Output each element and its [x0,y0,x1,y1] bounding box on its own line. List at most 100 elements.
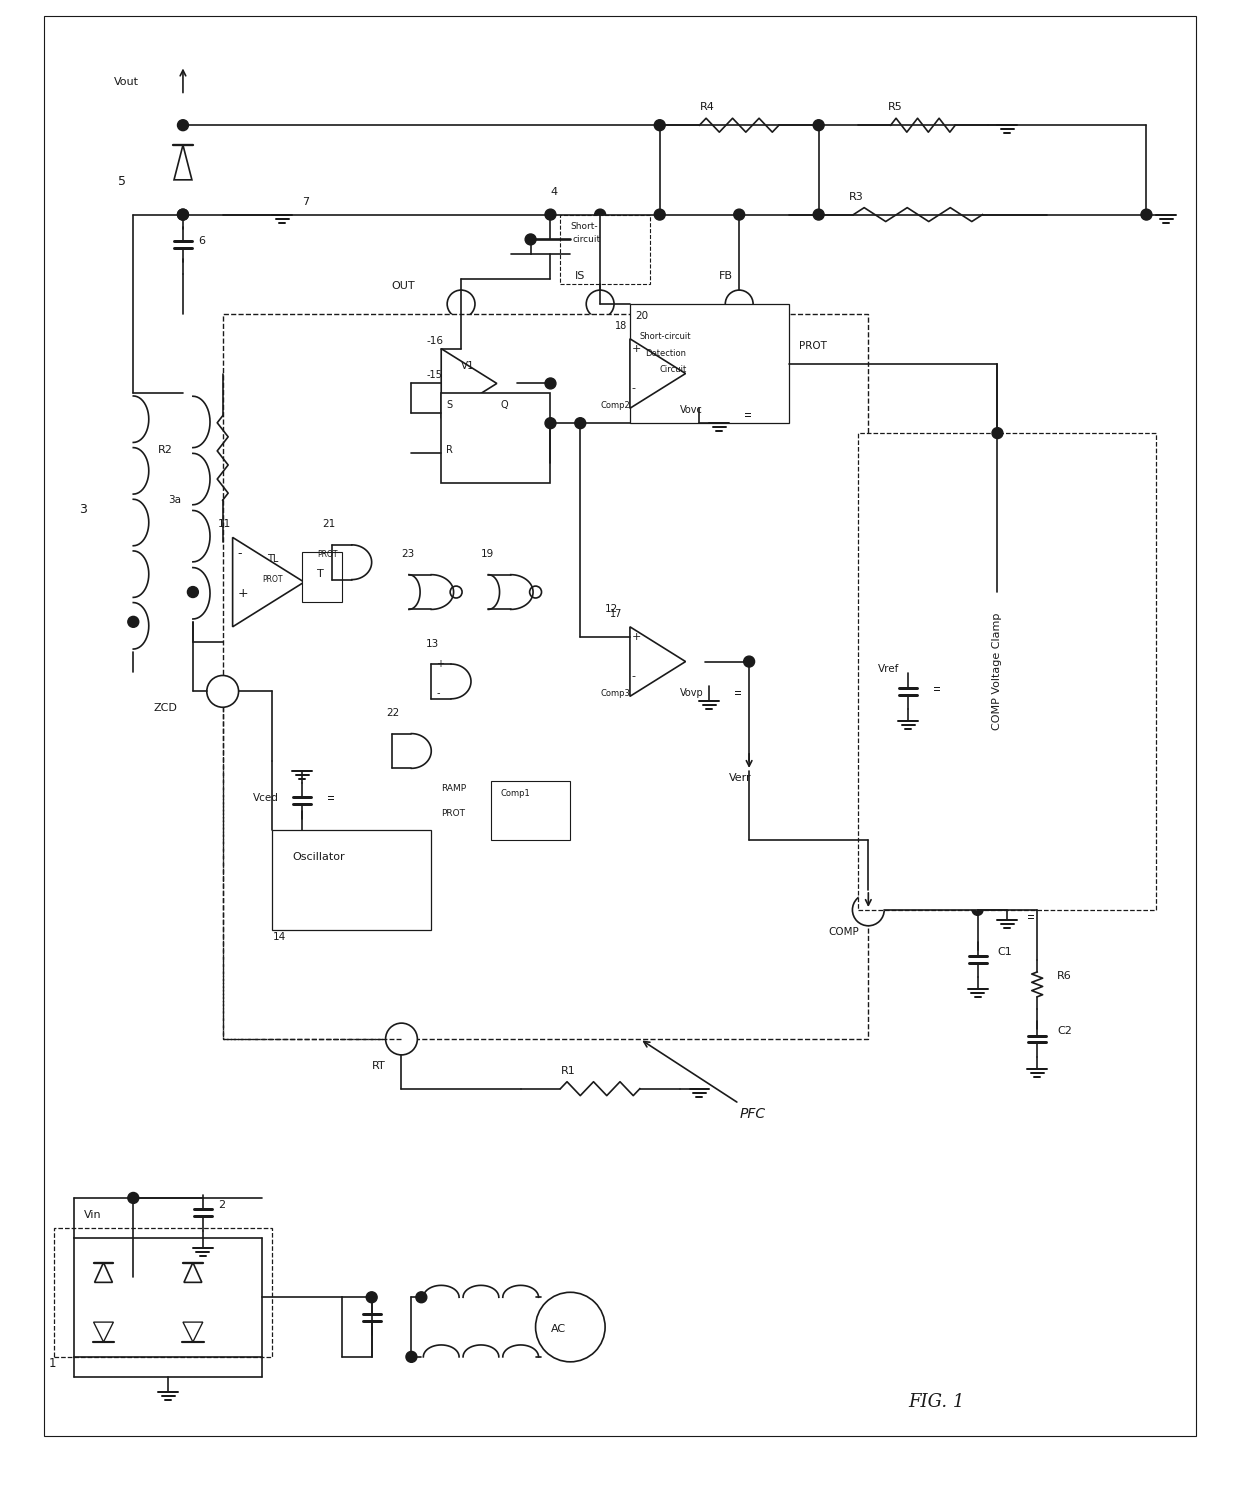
Bar [273,830,432,930]
Text: $\overline{\overline{\ }}$: $\overline{\overline{\ }}$ [744,409,750,422]
Circle shape [529,586,542,598]
Polygon shape [441,349,497,417]
Text: R3: R3 [848,192,863,201]
Text: ZCD: ZCD [154,704,177,713]
Text: S: S [446,400,453,410]
Circle shape [536,1293,605,1361]
Circle shape [655,209,665,221]
Text: Comp3: Comp3 [600,689,630,698]
Circle shape [207,675,238,707]
Text: C1: C1 [997,947,1012,957]
Circle shape [128,616,139,628]
Text: $\overline{\overline{\ }}$: $\overline{\overline{\ }}$ [932,681,939,695]
Text: Verr: Verr [729,772,751,783]
Text: V1: V1 [461,361,475,371]
Circle shape [450,586,463,598]
Text: Vovc: Vovc [680,406,703,416]
Text: -: - [632,671,636,681]
Text: $\overline{\overline{\ }}$: $\overline{\overline{\ }}$ [734,686,740,699]
Text: Q: Q [501,400,508,410]
Text: T: T [317,570,324,579]
Polygon shape [630,626,686,696]
Circle shape [405,1351,417,1363]
Text: +: + [632,632,641,641]
Text: Vovp: Vovp [680,689,703,698]
Text: Vced: Vced [253,793,278,802]
Text: -: - [238,547,242,561]
Circle shape [546,417,556,428]
Text: 3a: 3a [169,495,181,504]
Text: Short-circuit: Short-circuit [640,332,692,341]
Text: 12: 12 [605,604,619,614]
Text: 6: 6 [198,237,205,246]
Text: 17: 17 [610,608,622,619]
Text: Comp1: Comp1 [501,789,531,798]
Text: 3: 3 [78,502,87,516]
Text: +: + [436,659,444,668]
Text: +: + [632,343,641,353]
Text: 14: 14 [273,932,285,942]
Bar [858,432,1157,910]
Circle shape [734,209,745,221]
Circle shape [177,209,188,221]
Text: Oscillator: Oscillator [293,853,345,862]
Text: RT: RT [372,1060,386,1071]
Circle shape [546,209,556,221]
Circle shape [546,379,556,389]
Text: Vref: Vref [878,663,900,674]
Polygon shape [93,1323,113,1342]
Text: PROT: PROT [441,808,465,817]
Text: R5: R5 [888,103,903,112]
Bar [303,552,342,602]
Text: TL: TL [268,555,279,564]
Text: 2: 2 [218,1200,224,1209]
Circle shape [744,656,755,666]
Circle shape [852,895,884,926]
Text: R2: R2 [159,444,174,455]
Circle shape [1141,209,1152,221]
Text: COMP: COMP [828,927,859,936]
Text: 1: 1 [48,1357,56,1370]
Circle shape [177,209,188,221]
Circle shape [972,905,983,915]
Polygon shape [233,537,304,626]
Text: 20: 20 [635,312,649,321]
Circle shape [187,586,198,598]
Polygon shape [184,1263,202,1282]
Text: Detection: Detection [645,349,686,358]
Circle shape [366,1291,377,1303]
Text: PROT: PROT [263,576,283,584]
Circle shape [128,1193,139,1203]
Text: 22: 22 [387,708,399,719]
Text: R1: R1 [560,1066,575,1077]
Circle shape [595,209,605,221]
Text: 19: 19 [481,549,495,559]
Text: AC: AC [551,1324,565,1334]
Circle shape [587,291,614,318]
Text: -: - [632,383,636,394]
Polygon shape [174,145,192,180]
Text: OUT: OUT [392,282,415,291]
Text: FB: FB [719,271,733,282]
Text: R4: R4 [699,103,714,112]
Text: FIG. 1: FIG. 1 [908,1393,965,1410]
Bar [630,304,789,423]
Circle shape [177,119,188,131]
Text: Circuit: Circuit [660,364,687,374]
Text: 13: 13 [427,638,439,649]
Text: $\overline{\overline{\ }}$: $\overline{\overline{\ }}$ [1027,910,1033,923]
Text: Short-: Short- [570,222,598,231]
Text: PROT: PROT [799,340,827,350]
Text: 7: 7 [303,197,309,207]
Text: PFC: PFC [739,1108,765,1121]
Text: R: R [446,444,453,455]
Circle shape [813,119,825,131]
Text: IS: IS [575,271,585,282]
Bar [223,315,868,1039]
Bar [491,781,570,841]
Circle shape [526,234,536,245]
Circle shape [655,119,665,131]
Text: -15: -15 [427,370,443,380]
Circle shape [813,209,825,221]
Circle shape [992,428,1003,438]
